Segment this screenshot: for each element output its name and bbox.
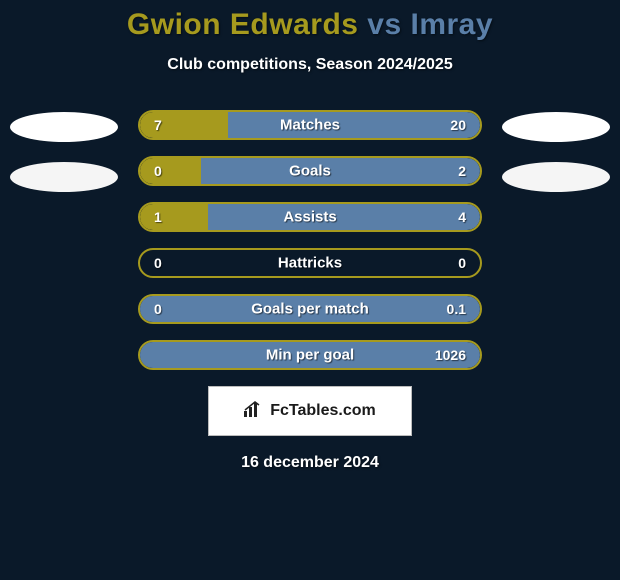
stat-fill-player2: [208, 204, 480, 230]
stat-fill-player1: [140, 158, 201, 184]
stat-label: Matches: [280, 117, 340, 134]
stat-label: Goals: [289, 163, 331, 180]
stat-label: Goals per match: [251, 301, 369, 318]
stat-value-player2: 0.1: [447, 301, 466, 317]
player1-club-logo: [10, 112, 118, 142]
stat-row: 1 4 Assists: [138, 202, 482, 232]
source-badge-text: FcTables.com: [270, 402, 376, 420]
stat-fill-player1: [140, 204, 208, 230]
player2-club-logo: [502, 112, 610, 142]
stat-label: Min per goal: [266, 347, 354, 364]
stat-value-player1: 7: [154, 117, 162, 133]
stat-label: Assists: [283, 209, 336, 226]
stat-value-player1: 0: [154, 301, 162, 317]
player1-name: Gwion Edwards: [127, 8, 359, 41]
subtitle: Club competitions, Season 2024/2025: [0, 56, 620, 74]
stat-value-player2: 2: [458, 163, 466, 179]
stat-value-player2: 1026: [435, 347, 466, 363]
vs-separator: vs: [358, 8, 410, 41]
stat-fill-player2: [228, 112, 480, 138]
date-label: 16 december 2024: [0, 454, 620, 472]
bar-chart-icon: [244, 401, 264, 422]
stat-value-player1: 1: [154, 209, 162, 225]
stat-row: 0 0 Hattricks: [138, 248, 482, 278]
player2-name: Imray: [411, 8, 494, 41]
stat-row: 1026 Min per goal: [138, 340, 482, 370]
source-badge: FcTables.com: [208, 386, 412, 436]
stat-value-player2: 4: [458, 209, 466, 225]
player1-club-logo: [10, 162, 118, 192]
stat-row: 0 0.1 Goals per match: [138, 294, 482, 324]
stat-row: 0 2 Goals: [138, 156, 482, 186]
stat-fill-player2: [201, 158, 480, 184]
comparison-title: Gwion Edwards vs Imray: [0, 8, 620, 42]
stat-value-player2: 20: [450, 117, 466, 133]
player2-logo-column: [500, 110, 610, 192]
player1-logo-column: [10, 110, 120, 192]
player2-club-logo: [502, 162, 610, 192]
stat-value-player2: 0: [458, 255, 466, 271]
stat-row: 7 20 Matches: [138, 110, 482, 140]
stat-label: Hattricks: [278, 255, 342, 272]
stat-bars: 7 20 Matches 0 2 Goals 1 4 Assists 0 0 Hattricks 0 0.…: [138, 110, 482, 370]
comparison-main: 7 20 Matches 0 2 Goals 1 4 Assists 0 0 Hattricks 0 0.…: [0, 110, 620, 370]
stat-value-player1: 0: [154, 163, 162, 179]
stat-value-player1: 0: [154, 255, 162, 271]
